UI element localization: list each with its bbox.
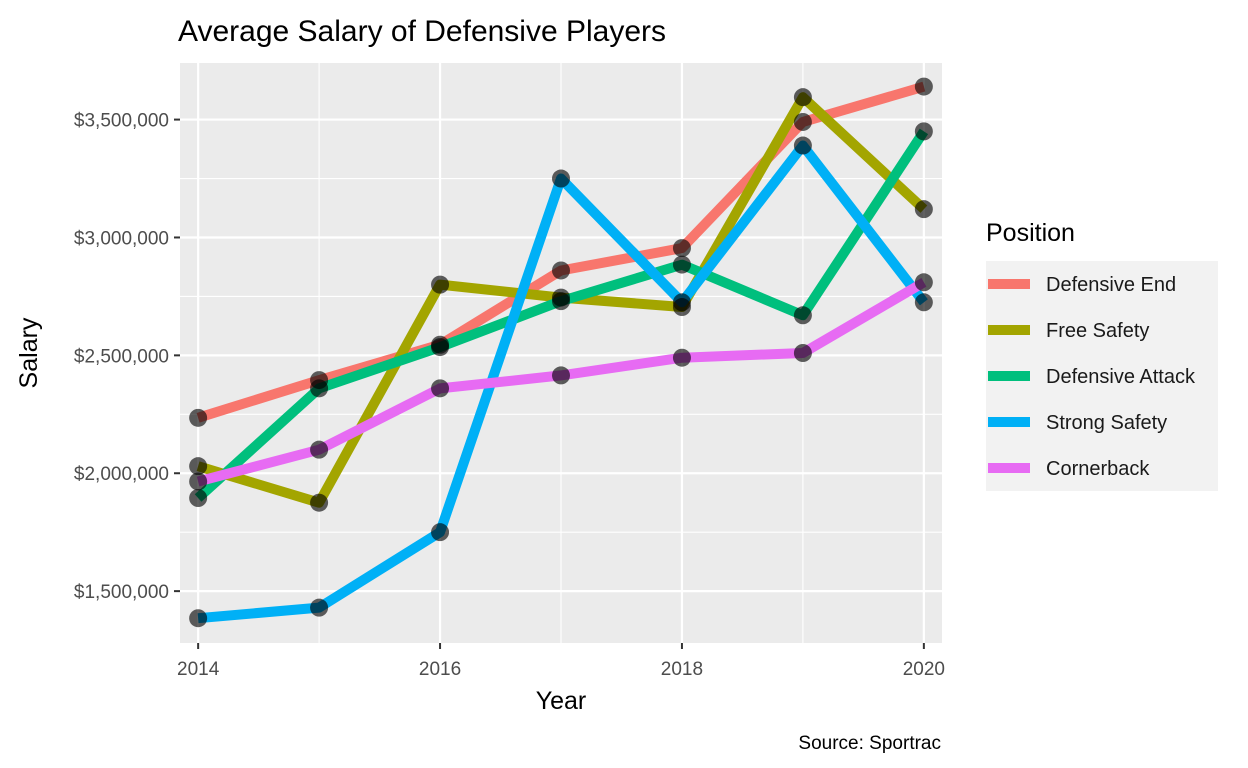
y-tick-label: $2,500,000 xyxy=(74,346,169,367)
data-point xyxy=(672,293,691,312)
legend-items: Defensive End Free Safety Defensive Attack… xyxy=(986,261,1218,491)
y-tick-label: $3,500,000 xyxy=(74,111,169,132)
data-point xyxy=(914,200,933,219)
data-point xyxy=(189,609,208,628)
legend-item: Defensive End xyxy=(986,262,1176,306)
legend-item: Cornerback xyxy=(986,446,1150,490)
data-point xyxy=(672,348,691,367)
x-tick-label: 2016 xyxy=(419,659,461,680)
legend-item: Defensive Attack xyxy=(986,354,1196,398)
data-point xyxy=(793,136,812,155)
data-point xyxy=(552,292,570,311)
data-point xyxy=(672,239,691,258)
data-point xyxy=(552,261,570,280)
x-axis: 2014 2016 2018 2020 xyxy=(177,643,945,680)
data-point xyxy=(431,523,450,542)
y-tick-label: $1,500,000 xyxy=(74,582,169,603)
data-point xyxy=(914,273,933,292)
data-point xyxy=(914,122,933,141)
data-point xyxy=(552,169,570,188)
legend-label: Defensive Attack xyxy=(1046,366,1196,388)
y-tick-label: $3,000,000 xyxy=(74,228,169,249)
series-points xyxy=(189,77,933,628)
data-point xyxy=(310,440,329,459)
data-point xyxy=(431,379,450,398)
x-tick-label: 2014 xyxy=(177,659,220,680)
source-caption: Source: Sportrac xyxy=(798,733,941,754)
data-point xyxy=(793,88,812,107)
y-axis-title: Salary xyxy=(15,317,43,388)
data-point xyxy=(431,275,450,294)
x-tick-label: 2020 xyxy=(903,659,945,680)
legend-item: Strong Safety xyxy=(986,400,1167,444)
legend-label: Defensive End xyxy=(1046,274,1176,296)
y-tick-label: $2,000,000 xyxy=(74,464,169,485)
y-axis: $1,500,000 $2,000,000 $2,500,000 $3,000,000… xyxy=(74,111,180,603)
x-tick-label: 2018 xyxy=(661,659,703,680)
data-point xyxy=(914,293,933,312)
data-point xyxy=(914,77,933,96)
legend-label: Cornerback xyxy=(1046,458,1150,480)
data-point xyxy=(310,379,329,398)
data-point xyxy=(310,493,329,512)
legend-title: Position xyxy=(986,219,1075,247)
data-point xyxy=(431,338,450,357)
data-point xyxy=(189,457,208,476)
legend-label: Free Safety xyxy=(1046,320,1149,342)
data-point xyxy=(189,408,208,427)
legend-label: Strong Safety xyxy=(1046,412,1167,434)
data-point xyxy=(793,112,812,131)
data-point xyxy=(552,366,570,385)
legend-item: Free Safety xyxy=(986,308,1149,352)
data-point xyxy=(793,344,812,362)
data-point xyxy=(189,489,208,507)
data-point xyxy=(310,598,329,617)
data-point xyxy=(793,306,812,325)
chart-title: Average Salary of Defensive Players xyxy=(178,15,666,48)
data-point xyxy=(189,472,208,491)
x-axis-title: Year xyxy=(536,687,587,715)
data-point xyxy=(672,255,691,274)
